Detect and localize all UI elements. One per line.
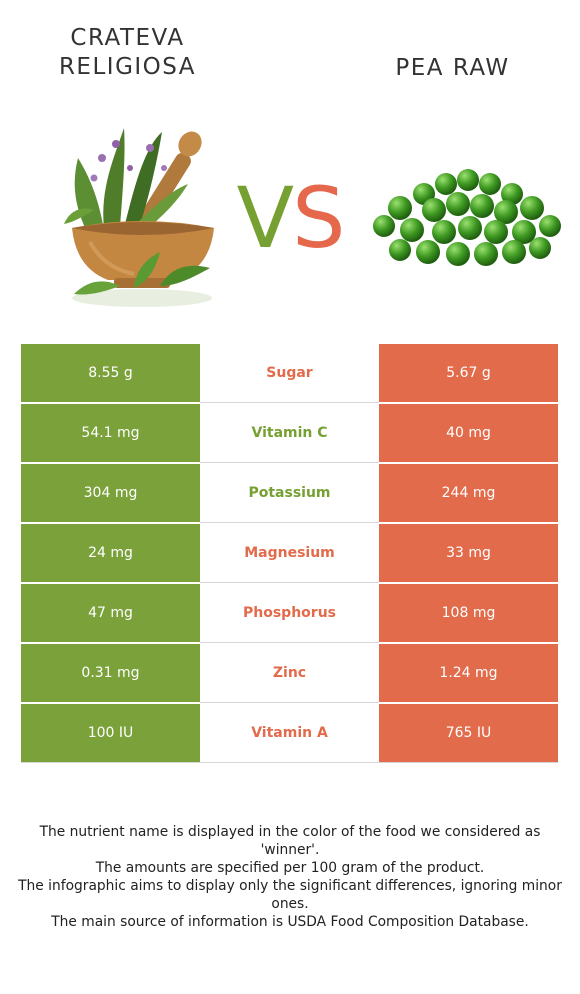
nutrient-row: 100 IU Vitamin A 765 IU <box>21 704 558 764</box>
nutrient-comparison-table: 8.55 g Sugar 5.67 g 54.1 mg Vitamin C 40 mg 30… <box>21 344 558 764</box>
footnote-winner-color: The nutrient name is displayed in the co… <box>39 824 541 858</box>
right-value: 765 IU <box>379 704 558 763</box>
left-value: 24 mg <box>21 524 200 583</box>
nutrient-row: 304 mg Potassium 244 mg <box>21 464 558 524</box>
right-value: 244 mg <box>379 464 558 523</box>
nutrient-row: 24 mg Magnesium 33 mg <box>21 524 558 584</box>
footnote-source: The main source of information is USDA F… <box>51 914 529 930</box>
vs-s: S <box>292 169 345 267</box>
nutrient-row: 0.31 mg Zinc 1.24 mg <box>21 644 558 704</box>
left-value: 47 mg <box>21 584 200 643</box>
nutrient-name: Vitamin C <box>200 404 379 463</box>
left-value: 0.31 mg <box>21 644 200 703</box>
nutrient-name: Phosphorus <box>200 584 379 643</box>
nutrient-name: Zinc <box>200 644 379 703</box>
left-value: 8.55 g <box>21 344 200 403</box>
nutrient-row: 8.55 g Sugar 5.67 g <box>21 344 558 404</box>
right-value: 33 mg <box>379 524 558 583</box>
nutrient-name: Potassium <box>200 464 379 523</box>
nutrient-row: 54.1 mg Vitamin C 40 mg <box>21 404 558 464</box>
footnote-amounts: The amounts are specified per 100 gram o… <box>95 860 485 876</box>
footnotes: The nutrient name is displayed in the co… <box>18 823 562 931</box>
nutrient-row: 47 mg Phosphorus 108 mg <box>21 584 558 644</box>
left-food-title: Crateva religiosa <box>58 25 197 80</box>
left-value: 100 IU <box>21 704 200 763</box>
green-peas-image <box>373 169 561 266</box>
vs-v: V <box>236 169 294 267</box>
right-value: 40 mg <box>379 404 558 463</box>
left-value: 54.1 mg <box>21 404 200 463</box>
right-value: 108 mg <box>379 584 558 643</box>
right-food-title: Pea raw <box>395 55 510 81</box>
footnote-significant: The infographic aims to display only the… <box>18 878 562 912</box>
nutrient-name: Sugar <box>200 344 379 403</box>
left-value: 304 mg <box>21 464 200 523</box>
nutrient-name: Vitamin A <box>200 704 379 763</box>
mortar-herbs-image <box>64 128 214 307</box>
right-value: 1.24 mg <box>379 644 558 703</box>
vs-label: VS <box>220 168 360 268</box>
right-value: 5.67 g <box>379 344 558 403</box>
nutrient-name: Magnesium <box>200 524 379 583</box>
